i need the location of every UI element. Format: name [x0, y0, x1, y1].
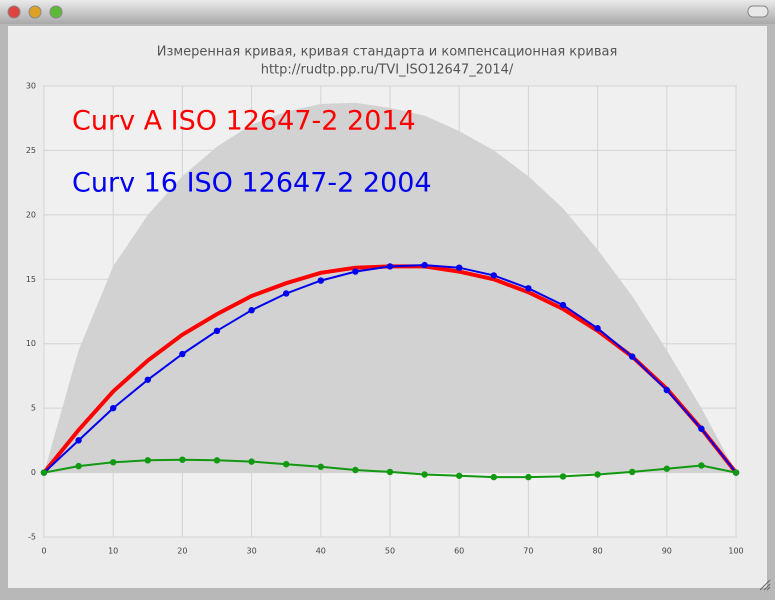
y-tick-label: 15: [26, 275, 36, 284]
legend-label: Curv A ISO 12647-2 2014: [72, 106, 416, 137]
marker: [110, 404, 117, 412]
marker: [732, 469, 740, 476]
x-tick-label: 40: [316, 547, 326, 556]
area: [44, 102, 736, 473]
marker: [525, 285, 532, 292]
y-tick-label: 20: [26, 210, 36, 219]
marker: [698, 462, 705, 469]
marker: [421, 471, 428, 478]
x-tick-label: 30: [247, 547, 257, 556]
title-bar: [0, 0, 775, 24]
resize-grip[interactable]: [759, 579, 771, 591]
marker: [421, 261, 428, 269]
close-button[interactable]: [7, 5, 21, 19]
marker: [40, 469, 48, 476]
x-tick-label: 20: [177, 547, 187, 556]
marker: [698, 425, 705, 432]
marker: [663, 386, 670, 394]
x-tick-label: 60: [454, 547, 464, 556]
y-tick-label: 10: [26, 339, 36, 348]
marker: [629, 468, 636, 476]
marker: [352, 466, 359, 474]
marker: [75, 437, 82, 444]
x-tick-label: 70: [523, 547, 533, 556]
y-tick-label: 5: [31, 404, 36, 413]
chart-subtitle: http://rudtp.pp.ru/TVI_ISO12647_2014/: [261, 63, 514, 78]
marker: [317, 277, 324, 284]
chart-title: Измеренная кривая, кривая стандарта и ко…: [157, 45, 618, 60]
marker: [490, 272, 497, 279]
marker: [110, 459, 117, 466]
marker: [248, 458, 255, 465]
legend-label: Curv 16 ISO 12647-2 2004: [72, 168, 432, 199]
zoom-button[interactable]: [49, 5, 63, 19]
y-tick-label: 25: [26, 146, 36, 155]
x-tick-label: 90: [662, 547, 672, 556]
y-tick-label: 0: [31, 468, 36, 477]
marker: [525, 473, 532, 481]
marker: [456, 264, 463, 271]
marker: [248, 307, 255, 314]
marker: [144, 457, 151, 464]
marker: [75, 462, 82, 470]
x-tick-label: 80: [593, 547, 603, 556]
marker: [179, 456, 186, 463]
x-tick-label: 0: [41, 547, 46, 556]
marker: [144, 376, 151, 383]
marker: [317, 463, 324, 470]
marker: [663, 465, 670, 472]
marker: [559, 301, 567, 309]
marker: [594, 325, 601, 332]
marker: [594, 471, 601, 478]
marker: [559, 473, 567, 480]
x-tick-label: 50: [385, 547, 395, 556]
marker: [213, 457, 221, 464]
marker: [456, 472, 463, 479]
marker: [213, 327, 221, 335]
marker: [490, 473, 497, 481]
marker: [283, 460, 290, 468]
marker: [386, 468, 394, 476]
marker: [283, 290, 290, 297]
y-tick-label: 30: [26, 82, 36, 91]
marker: [179, 350, 186, 358]
x-tick-label: 100: [728, 547, 743, 556]
x-tick-label: 10: [108, 547, 118, 556]
y-tick-label: -5: [28, 533, 36, 542]
minimize-button[interactable]: [28, 5, 42, 19]
marker: [629, 353, 636, 360]
marker: [352, 268, 359, 275]
marker: [386, 263, 394, 270]
toolbar-button[interactable]: [747, 5, 769, 18]
